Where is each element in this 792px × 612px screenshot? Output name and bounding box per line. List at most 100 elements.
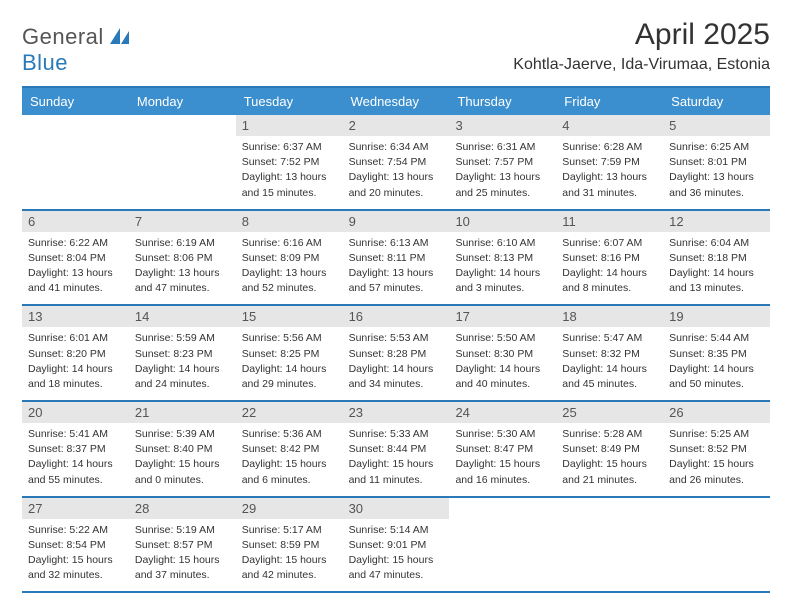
daylight2-text: and 47 minutes.: [349, 568, 444, 582]
week-row: 20 Sunrise: 5:41 AMSunset: 8:37 PM Dayligh…: [22, 402, 770, 498]
weeks-container: 1Sunrise: 6:37 AMSunset: 7:52 PMDaylight…: [22, 115, 770, 593]
daylight2-text: and 50 minutes.: [669, 377, 764, 391]
day-info: Sunrise: 6:13 AMSunset: 8:11 PMDaylight:…: [349, 236, 444, 296]
day-info: Sunrise: 5:50 AMSunset: 8:30 PMDaylight:…: [455, 331, 550, 391]
day-cell: 27Sunrise: 5:22 AMSunset: 8:54 PMDayligh…: [22, 498, 129, 592]
day-cell: 13Sunrise: 6:01 AMSunset: 8:20 PMDayligh…: [22, 306, 129, 400]
day-number: 5: [663, 115, 770, 136]
sunset-text: Sunset: 8:49 PM: [562, 442, 657, 456]
location-text: Kohtla-Jaerve, Ida-Virumaa, Estonia: [513, 56, 770, 74]
day-number: 11: [556, 211, 663, 232]
daylight2-text: and 34 minutes.: [349, 377, 444, 391]
sunset-text: Sunset: 8:25 PM: [242, 347, 337, 361]
sunset-text: Sunset: 8:28 PM: [349, 347, 444, 361]
sunrise-text: Sunrise: 5:41 AM: [28, 427, 123, 441]
daylight2-text: and 36 minutes.: [669, 186, 764, 200]
day-cell: 4Sunrise: 6:28 AMSunset: 7:59 PMDaylight…: [556, 115, 663, 209]
daylight1-text: Daylight: 13 hours: [455, 170, 550, 184]
daylight1-text: Daylight: 15 hours: [242, 457, 337, 471]
daylight1-text: Daylight: 14 hours: [242, 362, 337, 376]
sunset-text: Sunset: 8:20 PM: [28, 347, 123, 361]
day-info: Sunrise: 6:22 AMSunset: 8:04 PMDaylight:…: [28, 236, 123, 296]
sunrise-text: Sunrise: 5:53 AM: [349, 331, 444, 345]
daylight2-text: and 31 minutes.: [562, 186, 657, 200]
daylight1-text: Daylight: 13 hours: [669, 170, 764, 184]
day-number: 26: [663, 402, 770, 423]
sunrise-text: Sunrise: 5:56 AM: [242, 331, 337, 345]
day-number: 24: [449, 402, 556, 423]
day-cell: [129, 115, 236, 209]
day-number: 15: [236, 306, 343, 327]
day-info: Sunrise: 5:44 AMSunset: 8:35 PMDaylight:…: [669, 331, 764, 391]
daylight2-text: and 24 minutes.: [135, 377, 230, 391]
day-cell: 25Sunrise: 5:28 AMSunset: 8:49 PMDayligh…: [556, 402, 663, 496]
day-number: 8: [236, 211, 343, 232]
day-number: 10: [449, 211, 556, 232]
daylight1-text: Daylight: 14 hours: [562, 266, 657, 280]
daylight2-text: and 21 minutes.: [562, 473, 657, 487]
sunset-text: Sunset: 8:37 PM: [28, 442, 123, 456]
sunrise-text: Sunrise: 5:19 AM: [135, 523, 230, 537]
logo-text: General Blue: [22, 24, 130, 76]
calendar: SundayMondayTuesdayWednesdayThursdayFrid…: [22, 86, 770, 593]
daylight1-text: Daylight: 15 hours: [242, 553, 337, 567]
weekday-header: Tuesday: [236, 88, 343, 115]
sunrise-text: Sunrise: 6:28 AM: [562, 140, 657, 154]
day-number: 29: [236, 498, 343, 519]
sunset-text: Sunset: 8:40 PM: [135, 442, 230, 456]
daylight2-text: and 32 minutes.: [28, 568, 123, 582]
sunset-text: Sunset: 8:09 PM: [242, 251, 337, 265]
day-cell: 10Sunrise: 6:10 AMSunset: 8:13 PMDayligh…: [449, 211, 556, 305]
day-info: Sunrise: 6:07 AMSunset: 8:16 PMDaylight:…: [562, 236, 657, 296]
day-number: 4: [556, 115, 663, 136]
weekday-header: Wednesday: [343, 88, 450, 115]
week-row: 1Sunrise: 6:37 AMSunset: 7:52 PMDaylight…: [22, 115, 770, 211]
day-cell: [556, 498, 663, 592]
sunrise-text: Sunrise: 5:25 AM: [669, 427, 764, 441]
daylight2-text: and 52 minutes.: [242, 281, 337, 295]
sunset-text: Sunset: 7:54 PM: [349, 155, 444, 169]
daylight2-text: and 20 minutes.: [349, 186, 444, 200]
day-cell: [22, 115, 129, 209]
day-info: Sunrise: 6:01 AMSunset: 8:20 PMDaylight:…: [28, 331, 123, 391]
daylight2-text: and 57 minutes.: [349, 281, 444, 295]
weekday-header: Monday: [129, 88, 236, 115]
week-row: 6Sunrise: 6:22 AMSunset: 8:04 PMDaylight…: [22, 211, 770, 307]
week-row: 13Sunrise: 6:01 AMSunset: 8:20 PMDayligh…: [22, 306, 770, 402]
sunrise-text: Sunrise: 6:16 AM: [242, 236, 337, 250]
sunset-text: Sunset: 8:16 PM: [562, 251, 657, 265]
logo: General Blue: [22, 24, 130, 76]
day-cell: 16Sunrise: 5:53 AMSunset: 8:28 PMDayligh…: [343, 306, 450, 400]
day-info: Sunrise: 5:59 AMSunset: 8:23 PMDaylight:…: [135, 331, 230, 391]
day-number: 20: [22, 402, 129, 423]
sunrise-text: Sunrise: 6:07 AM: [562, 236, 657, 250]
daylight1-text: Daylight: 13 hours: [242, 170, 337, 184]
sunset-text: Sunset: 8:01 PM: [669, 155, 764, 169]
daylight1-text: Daylight: 13 hours: [28, 266, 123, 280]
daylight1-text: Daylight: 14 hours: [562, 362, 657, 376]
day-cell: 1Sunrise: 6:37 AMSunset: 7:52 PMDaylight…: [236, 115, 343, 209]
daylight2-text: and 8 minutes.: [562, 281, 657, 295]
daylight2-text: and 29 minutes.: [242, 377, 337, 391]
day-cell: 14Sunrise: 5:59 AMSunset: 8:23 PMDayligh…: [129, 306, 236, 400]
sunrise-text: Sunrise: 6:31 AM: [455, 140, 550, 154]
sunset-text: Sunset: 7:52 PM: [242, 155, 337, 169]
daylight1-text: Daylight: 15 hours: [135, 553, 230, 567]
daylight2-text: and 55 minutes.: [28, 473, 123, 487]
sunrise-text: Sunrise: 6:04 AM: [669, 236, 764, 250]
sunset-text: Sunset: 8:57 PM: [135, 538, 230, 552]
day-number: 3: [449, 115, 556, 136]
day-cell: 28Sunrise: 5:19 AMSunset: 8:57 PMDayligh…: [129, 498, 236, 592]
day-info: Sunrise: 6:37 AMSunset: 7:52 PMDaylight:…: [242, 140, 337, 200]
day-cell: 6Sunrise: 6:22 AMSunset: 8:04 PMDaylight…: [22, 211, 129, 305]
day-cell: 19Sunrise: 5:44 AMSunset: 8:35 PMDayligh…: [663, 306, 770, 400]
sunset-text: Sunset: 8:30 PM: [455, 347, 550, 361]
sunrise-text: Sunrise: 6:37 AM: [242, 140, 337, 154]
weekday-header-row: SundayMondayTuesdayWednesdayThursdayFrid…: [22, 88, 770, 115]
sunset-text: Sunset: 8:52 PM: [669, 442, 764, 456]
sail-icon: [110, 31, 130, 48]
day-number: 12: [663, 211, 770, 232]
day-cell: 20Sunrise: 5:41 AMSunset: 8:37 PMDayligh…: [22, 402, 129, 496]
sunrise-text: Sunrise: 5:59 AM: [135, 331, 230, 345]
day-number: 21: [129, 402, 236, 423]
